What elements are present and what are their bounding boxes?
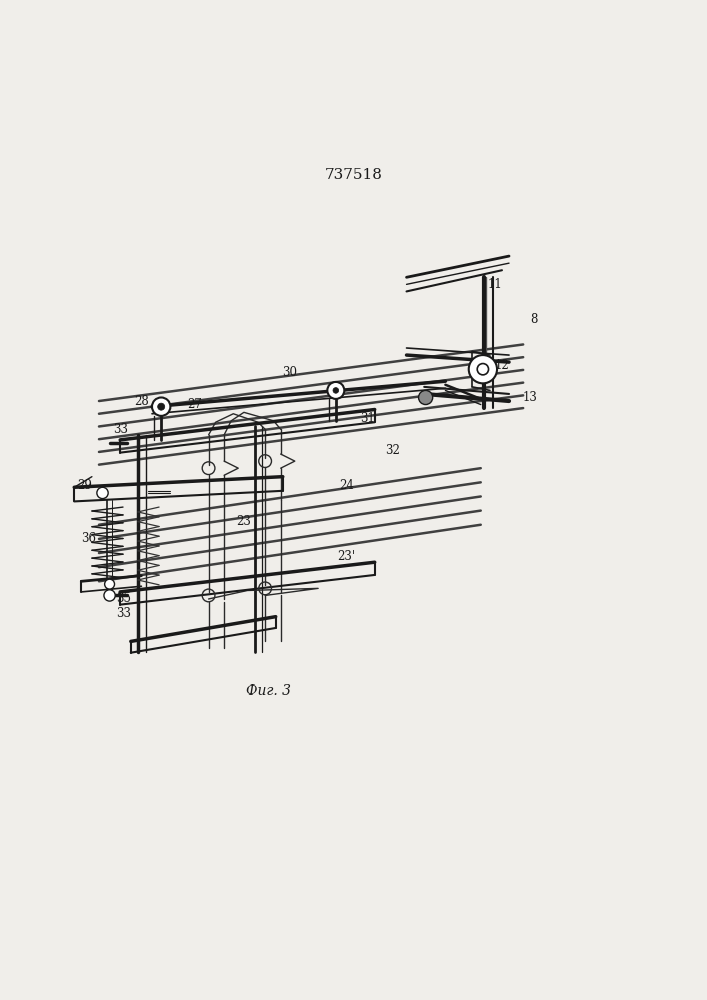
Text: 737518: 737518 xyxy=(325,168,382,182)
Circle shape xyxy=(419,390,433,405)
Text: 8: 8 xyxy=(530,313,537,326)
Text: 30: 30 xyxy=(282,366,298,379)
Circle shape xyxy=(152,397,170,416)
Text: 32: 32 xyxy=(385,444,400,457)
Text: 31: 31 xyxy=(360,412,375,425)
Circle shape xyxy=(97,487,108,499)
Text: 29: 29 xyxy=(77,479,93,492)
Text: 33: 33 xyxy=(112,423,128,436)
Text: 12: 12 xyxy=(495,359,509,372)
Circle shape xyxy=(469,355,497,383)
Text: 23': 23' xyxy=(337,550,356,563)
Text: Фиг. 3: Фиг. 3 xyxy=(246,684,291,698)
Circle shape xyxy=(477,364,489,375)
Text: 23: 23 xyxy=(236,515,252,528)
Text: 36: 36 xyxy=(81,532,96,545)
Text: 13: 13 xyxy=(522,391,538,404)
Circle shape xyxy=(158,403,165,410)
Text: 28: 28 xyxy=(134,395,148,408)
Text: 11: 11 xyxy=(488,278,502,291)
Circle shape xyxy=(327,382,344,399)
Text: 35: 35 xyxy=(116,592,132,605)
Circle shape xyxy=(105,579,115,589)
Text: 33: 33 xyxy=(116,607,132,620)
Text: 24: 24 xyxy=(339,479,354,492)
Circle shape xyxy=(104,590,115,601)
Text: 27: 27 xyxy=(187,398,202,411)
Circle shape xyxy=(333,388,339,393)
